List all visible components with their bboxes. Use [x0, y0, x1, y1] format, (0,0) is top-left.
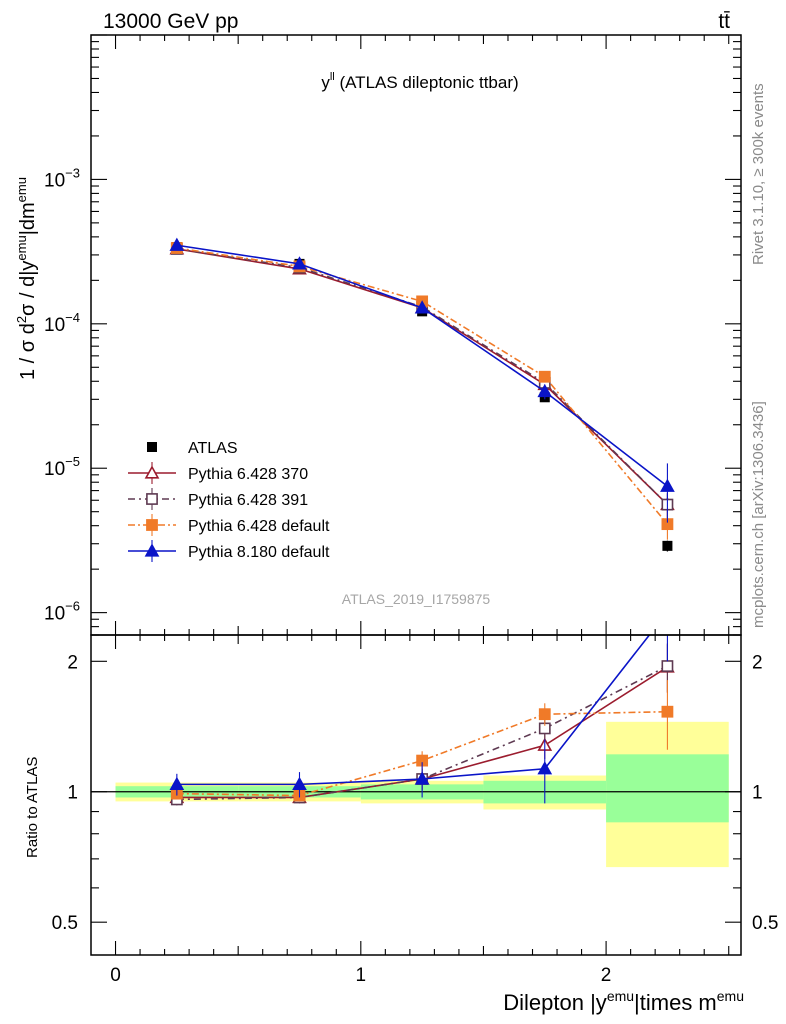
uncertainty-bands — [115, 721, 729, 868]
y-tick-label: 10−5 — [44, 454, 80, 480]
y-tick-label: 10−6 — [44, 599, 80, 625]
series-ratio-point — [292, 776, 307, 790]
series-ratio-point — [661, 705, 674, 718]
series-ratio-point — [538, 708, 551, 721]
y-tick-label: 10−4 — [44, 310, 80, 336]
series-point — [169, 237, 185, 251]
ratio-y-tick-label-right: 1 — [752, 783, 763, 804]
legend-label: Pythia 8.180 default — [188, 544, 330, 561]
data-point — [662, 540, 673, 551]
ratio-y-tick-label-right: 2 — [752, 652, 763, 673]
ratio-y-tick-label: 0.5 — [52, 913, 78, 934]
series-point — [538, 370, 551, 383]
y-axis-title-ratio: Ratio to ATLAS — [24, 757, 41, 858]
x-tick-label: 1 — [356, 965, 367, 986]
axes: 0 1 2 10−6 10−5 10−4 10−3 0.5 0.5 1 1 2 2 — [44, 34, 778, 986]
ratio-y-tick-label-right: 0.5 — [752, 913, 778, 934]
legend-label: Pythia 6.428 391 — [188, 492, 308, 509]
legend-label: Pythia 6.428 default — [188, 518, 330, 535]
ratio-pad-curves — [91, 606, 741, 806]
legend: ATLAS Pythia 6.428 370 Pythia 6.428 391 Pyt… — [128, 440, 330, 562]
series-point — [414, 300, 430, 314]
series-ratio-point — [169, 776, 185, 790]
legend-marker — [144, 465, 160, 479]
ratio-y-tick-label: 2 — [67, 652, 78, 673]
legend-marker — [144, 543, 160, 557]
x-tick-label: 2 — [601, 965, 612, 986]
ratio-frame — [90, 634, 742, 956]
x-axis-title: Dilepton |yemu|times memu — [503, 988, 744, 1015]
legend-marker — [146, 519, 158, 531]
series-point — [537, 383, 553, 398]
series-ratio-point — [661, 660, 674, 672]
plot-title: yll (ATLAS dileptonic ttbar) — [321, 71, 518, 92]
series-ratio-line — [176, 665, 668, 801]
x-tick-label: 0 — [110, 965, 121, 986]
series-line — [176, 244, 668, 487]
series-ratio-point — [537, 761, 553, 775]
series-point — [292, 256, 307, 270]
series-ratio-point — [661, 606, 673, 617]
mcplots-label: mcplots.cern.ch [arXiv:1306.3436] — [750, 401, 767, 628]
ratio-y-tick-label: 1 — [67, 783, 78, 804]
process-label: tt̄ — [718, 10, 730, 33]
series-point — [660, 478, 675, 492]
legend-label: ATLAS — [188, 440, 238, 457]
y-axis-title-upper: 1 / σ d2σ / d|yemu|dmemu — [14, 177, 39, 380]
legend-marker — [146, 493, 158, 505]
mc-curves — [91, 237, 741, 806]
energy-label: 13000 GeV pp — [103, 10, 238, 33]
y-tick-label: 10−3 — [44, 165, 80, 191]
rivet-label: Rivet 3.1.10, ≥ 300k events — [750, 83, 767, 265]
legend-marker — [147, 442, 157, 452]
legend-label: Pythia 6.428 370 — [188, 466, 308, 483]
band-inner — [606, 754, 729, 823]
series-ratio-point — [414, 771, 430, 785]
analysis-watermark: ATLAS_2019_I1759875 — [342, 591, 491, 607]
upper-pad-curves — [169, 237, 675, 552]
